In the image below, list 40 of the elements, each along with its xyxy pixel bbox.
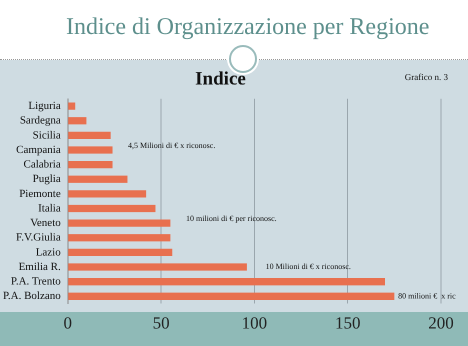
bar bbox=[68, 219, 170, 227]
y-tick-label: Italia bbox=[38, 202, 61, 214]
text: Grafico n. 3 bbox=[404, 72, 448, 82]
bar bbox=[68, 176, 128, 183]
annotation: 80 milioni € x ric bbox=[398, 291, 456, 300]
bar bbox=[68, 204, 156, 212]
chart-title: Indice di Organizzazione per Regione bbox=[66, 14, 430, 41]
chart-subtitle: Indice bbox=[195, 68, 246, 90]
y-tick-label: P.A. Bolzano bbox=[3, 290, 62, 302]
x-tick-label: 50 bbox=[152, 313, 170, 332]
bar bbox=[68, 132, 111, 140]
y-tick-label: F.V.Giulia bbox=[16, 232, 61, 244]
bar bbox=[68, 263, 247, 271]
bar bbox=[68, 160, 113, 168]
y-tick-label: Calabria bbox=[23, 158, 61, 171]
y-tick-label: Piemonte bbox=[19, 188, 61, 200]
bar bbox=[68, 190, 146, 198]
bar bbox=[68, 278, 386, 286]
annotation: 4,5 Milioni di € x riconosc. bbox=[128, 141, 216, 150]
bar bbox=[68, 102, 76, 110]
bar bbox=[68, 292, 394, 300]
x-tick-label: 100 bbox=[242, 313, 268, 332]
y-tick-label: Sicilia bbox=[32, 129, 61, 142]
x-tick-label: 0 bbox=[64, 313, 72, 332]
x-tick-label: 150 bbox=[334, 313, 360, 332]
y-tick-label: Puglia bbox=[32, 173, 61, 186]
bar bbox=[68, 248, 172, 256]
y-tick-label: Emilia R. bbox=[18, 260, 61, 273]
y-tick-label: Campania bbox=[16, 144, 61, 156]
bar bbox=[68, 146, 113, 154]
y-tick-label: Sardegna bbox=[20, 114, 61, 127]
annotation: 10 Milioni di € x riconosc. bbox=[266, 262, 351, 272]
bar bbox=[68, 117, 86, 124]
y-tick-label: Lazio bbox=[36, 246, 62, 258]
y-tick-label: Liguria bbox=[28, 100, 61, 112]
x-tick-label: 200 bbox=[428, 313, 454, 332]
y-tick-label: Veneto bbox=[30, 217, 62, 230]
bar bbox=[68, 234, 170, 242]
annotation: 10 milioni di € per riconosc. bbox=[186, 214, 277, 223]
y-tick-label: P.A. Trento bbox=[10, 276, 62, 288]
